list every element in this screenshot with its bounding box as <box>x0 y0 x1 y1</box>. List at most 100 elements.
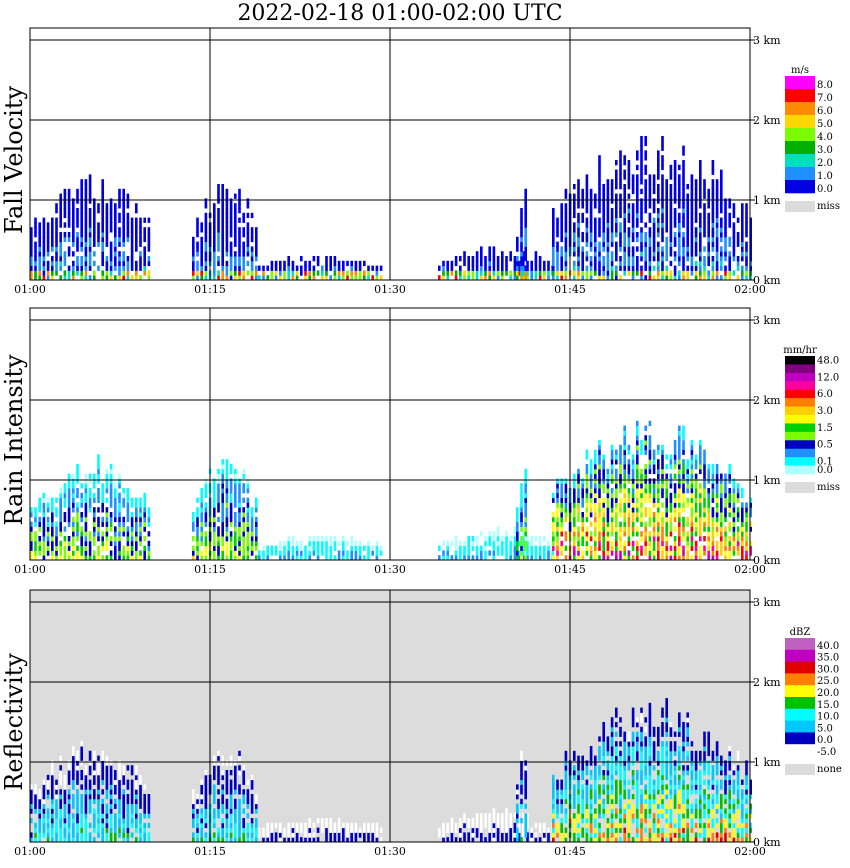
echo-cell <box>234 803 237 809</box>
echo-cell <box>581 832 584 838</box>
echo-cell <box>93 241 96 247</box>
echo-cell <box>538 822 542 829</box>
echo-cell <box>329 260 332 267</box>
echo-cell <box>225 188 229 195</box>
echo-cell <box>623 750 626 757</box>
echo-cell <box>143 502 146 508</box>
echo-cell <box>690 251 694 257</box>
echo-cell <box>122 813 125 819</box>
echo-cell <box>496 813 500 819</box>
echo-cell <box>130 526 134 532</box>
echo-cell <box>130 531 134 537</box>
echo-cell <box>350 827 353 833</box>
echo-cell <box>606 260 610 267</box>
echo-cell <box>560 516 563 523</box>
echo-cell <box>192 789 195 795</box>
echo-cell <box>221 256 224 262</box>
echo-cell <box>88 531 92 537</box>
echo-cell <box>295 545 299 551</box>
echo-cell <box>130 260 134 267</box>
echo-cell <box>76 818 79 824</box>
echo-cell <box>585 540 589 547</box>
echo-cell <box>517 555 521 561</box>
echo-cell <box>229 784 233 790</box>
echo-cell <box>204 488 208 494</box>
echo-cell <box>516 265 519 271</box>
echo-cell <box>80 545 83 551</box>
echo-cell <box>34 555 37 561</box>
echo-cell <box>274 822 278 829</box>
echo-cell <box>690 512 694 518</box>
echo-cell <box>34 545 37 551</box>
echo-cell <box>196 251 199 257</box>
echo-cell <box>581 813 584 819</box>
echo-cell <box>234 227 237 233</box>
echo-cell <box>200 555 203 561</box>
echo-cell <box>669 169 673 175</box>
echo-cell <box>200 536 203 542</box>
echo-cell <box>480 545 483 551</box>
echo-cell <box>291 265 295 271</box>
echo-cell <box>67 798 71 805</box>
echo-cell <box>255 818 258 824</box>
echo-cell <box>589 241 593 247</box>
echo-cell <box>255 502 258 508</box>
echo-cell <box>516 550 519 556</box>
echo-cell <box>606 473 610 479</box>
echo-cell <box>72 774 75 781</box>
echo-cell <box>720 256 723 262</box>
echo-cell <box>556 497 559 503</box>
echo-cell <box>97 473 100 479</box>
echo-cell <box>720 208 723 214</box>
echo-cell <box>109 803 113 809</box>
echo-cell <box>631 179 635 185</box>
echo-cell <box>354 270 358 276</box>
echo-cell <box>192 798 195 805</box>
echo-cell <box>732 232 736 238</box>
echo-cell <box>34 275 37 281</box>
echo-cell <box>606 798 610 805</box>
echo-cell <box>371 832 374 838</box>
echo-cell <box>126 832 130 838</box>
echo-cell <box>192 246 195 252</box>
echo-cell <box>589 555 593 561</box>
echo-cell <box>304 260 307 267</box>
echo-cell <box>72 198 75 204</box>
echo-cell <box>76 808 79 814</box>
echo-cell <box>55 798 58 805</box>
echo-cell <box>573 798 576 805</box>
echo-cell <box>72 251 75 257</box>
echo-cell <box>192 265 195 271</box>
echo-cell <box>619 502 622 508</box>
echo-cell <box>543 260 546 267</box>
echo-cell <box>80 232 83 238</box>
echo-cell <box>200 488 203 494</box>
echo-cell <box>105 770 109 776</box>
echo-cell <box>610 179 614 185</box>
echo-cell <box>242 531 245 537</box>
echo-cell <box>610 473 614 479</box>
echo-cell <box>573 222 576 228</box>
echo-cell <box>101 208 104 214</box>
echo-cell <box>524 208 527 214</box>
echo-cell <box>682 188 685 195</box>
echo-cell <box>84 555 88 561</box>
echo-cell <box>602 488 605 494</box>
echo-cell <box>673 497 677 503</box>
echo-cell <box>135 774 138 781</box>
echo-cell <box>287 256 290 262</box>
echo-cell <box>636 497 639 503</box>
echo-cell <box>97 241 100 247</box>
echo-cell <box>217 803 220 809</box>
echo-cell <box>665 478 668 484</box>
echo-cell <box>80 275 83 281</box>
echo-cell <box>699 502 702 508</box>
echo-cell <box>196 222 199 228</box>
echo-cell <box>577 488 580 494</box>
echo-cell <box>72 222 75 228</box>
echo-cell <box>686 540 689 547</box>
echo-cell <box>594 550 597 556</box>
echo-cell <box>640 512 643 518</box>
echo-cell <box>715 198 719 204</box>
echo-cell <box>114 497 117 503</box>
